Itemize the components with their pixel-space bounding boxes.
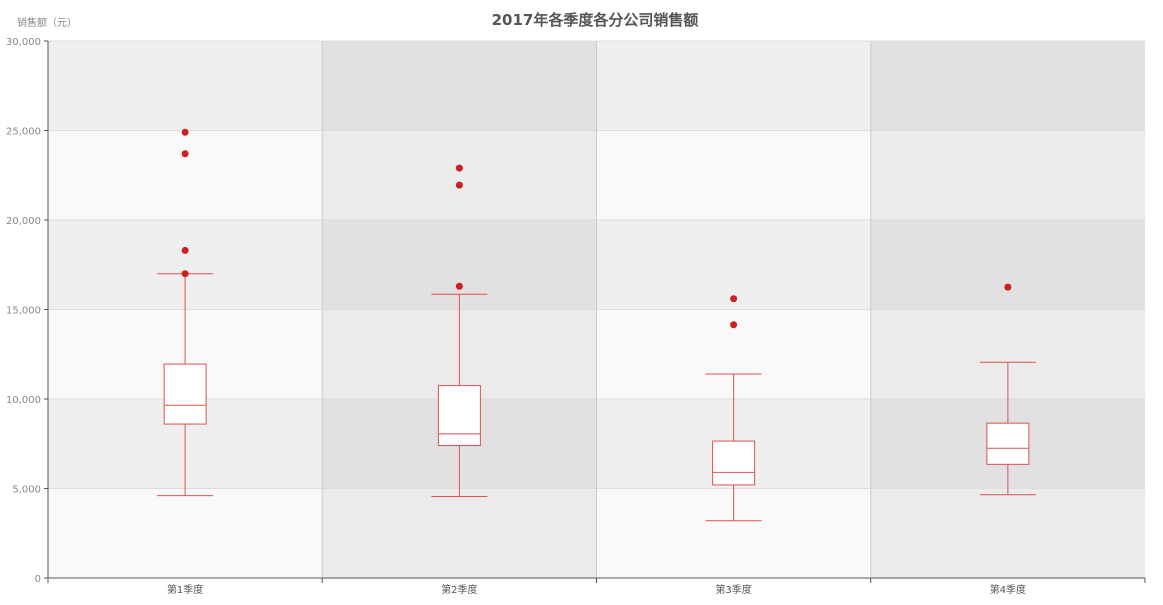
outlier-point (455, 282, 463, 290)
background-cell (596, 220, 871, 310)
x-category-label: 第1季度 (167, 583, 203, 596)
y-tick-label: 20,000 (6, 216, 41, 227)
axes (44, 40, 1146, 583)
y-tick-label: 0 (35, 574, 41, 585)
outlier-point (730, 321, 738, 329)
background-cell (870, 488, 1145, 578)
background-cell (322, 488, 597, 578)
x-category-label: 第4季度 (990, 583, 1026, 596)
iqr-box (986, 422, 1030, 465)
y-axis-name: 销售额（元） (17, 16, 77, 29)
outlier-point (1004, 283, 1012, 291)
outlier-point (181, 150, 189, 158)
outlier-point (181, 270, 189, 278)
iqr-box (163, 363, 207, 425)
axis-labels: 0 5,000 10,000 15,000 20,000 25,000 30,000 第1季度… (6, 37, 1026, 596)
background-cell (48, 488, 323, 578)
box-series (157, 273, 1036, 522)
x-category-label: 第3季度 (715, 583, 751, 596)
box-2 (431, 293, 488, 498)
x-category-label: 第2季度 (441, 583, 477, 596)
y-tick-label: 15,000 (6, 306, 41, 317)
outlier-point (455, 164, 463, 172)
background-cell (322, 130, 597, 220)
background-cell (596, 130, 871, 220)
box-3 (705, 373, 762, 522)
background-cell (870, 220, 1145, 310)
y-tick-label: 30,000 (6, 37, 41, 48)
background-cell (48, 41, 323, 131)
background-cell (596, 41, 871, 131)
background-cell (322, 41, 597, 131)
iqr-box (712, 440, 756, 486)
background-cell (870, 130, 1145, 220)
outlier-point (181, 246, 189, 254)
outlier-point (730, 295, 738, 303)
outlier-point (181, 128, 189, 136)
outlier-series (181, 128, 1012, 329)
y-tick-label: 10,000 (6, 395, 41, 406)
background-cell (48, 130, 323, 220)
box-4 (979, 361, 1036, 496)
y-tick-label: 25,000 (6, 127, 41, 138)
iqr-box (437, 385, 481, 447)
box-1 (157, 273, 214, 497)
y-tick-label: 5,000 (12, 485, 41, 496)
outlier-point (455, 181, 463, 189)
background-cell (870, 41, 1145, 131)
chart-title: 2017年各季度各分公司销售额 (492, 11, 699, 29)
